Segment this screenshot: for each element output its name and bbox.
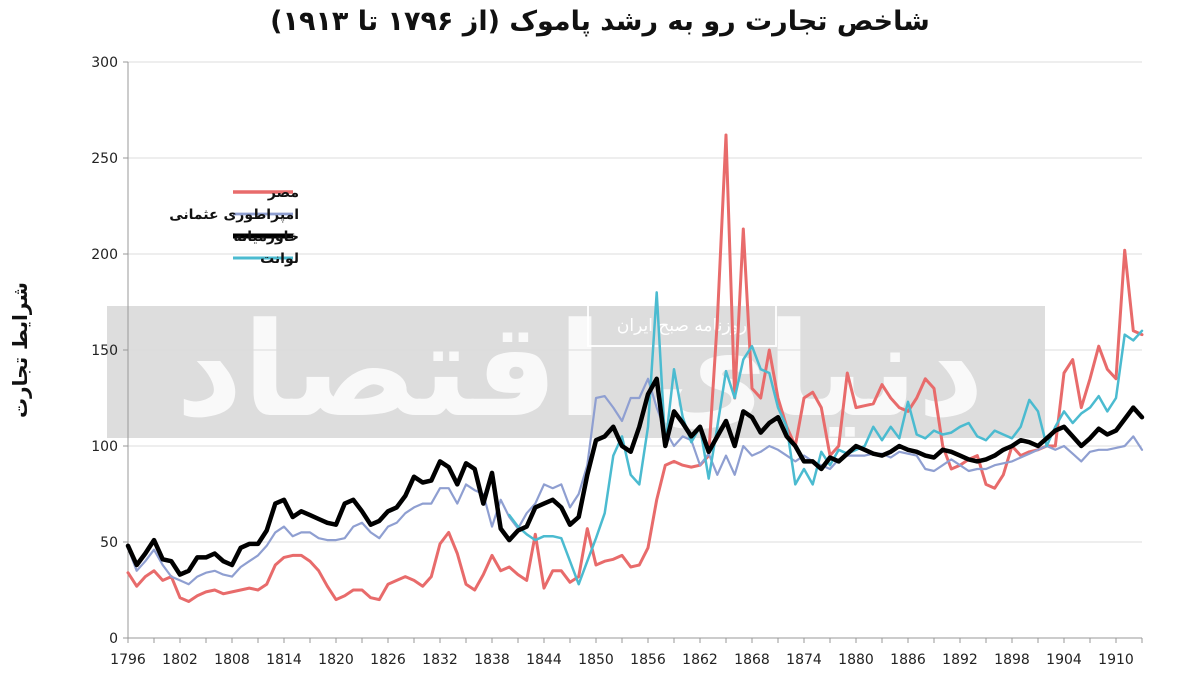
legend-label: خاورمیانه — [234, 229, 300, 245]
y-tick-label: 300 — [91, 55, 118, 71]
x-tick-label: 1892 — [942, 652, 978, 668]
x-tick-label: 1868 — [734, 652, 770, 668]
x-tick-label: 1808 — [214, 652, 250, 668]
x-tick-label: 1874 — [786, 652, 822, 668]
x-tick-label: 1838 — [474, 652, 510, 668]
watermark-sub-box — [587, 301, 777, 347]
legend-label: مصر — [267, 185, 299, 201]
y-tick-label: 100 — [91, 439, 118, 455]
series-line-3 — [125, 376, 1145, 577]
y-tick-label: 200 — [91, 247, 118, 263]
x-tick-label: 1814 — [266, 652, 302, 668]
x-tick-label: 1862 — [682, 652, 718, 668]
grid-lines — [128, 61, 1142, 543]
series-line-4 — [508, 291, 1144, 586]
x-tick-label: 1802 — [162, 652, 198, 668]
watermark-subtext: روزنامه صبح ایران — [617, 316, 747, 336]
y-tick-label: 250 — [91, 151, 118, 167]
legend-label: امپراطوری عثمانی — [169, 207, 299, 223]
x-tick-label: 1898 — [994, 652, 1030, 668]
x-tick-label: 1850 — [578, 652, 614, 668]
x-tick-label: 1820 — [318, 652, 354, 668]
y-tick-label: 150 — [91, 343, 118, 359]
legend: مصر امپراطوری عثمانی خاورمیانه لوانت — [169, 185, 299, 267]
x-tick-label: 1832 — [422, 652, 458, 668]
chart-title: شاخص تجارت رو به رشد پاموک (از ۱۷۹۶ تا ۱… — [270, 6, 930, 37]
x-tick-label: 1904 — [1046, 652, 1082, 668]
legend-label: لوانت — [260, 251, 299, 267]
x-tick-label: 1856 — [630, 652, 666, 668]
x-tick-label: 1796 — [110, 652, 146, 668]
series-layer — [125, 133, 1145, 603]
y-tick-label: 50 — [100, 535, 118, 551]
x-tick-label: 1886 — [890, 652, 926, 668]
x-tick-label: 1844 — [526, 652, 562, 668]
watermark-band — [107, 306, 1045, 438]
series-line-2 — [126, 377, 1144, 586]
watermark: دنیای اقتصاد روزنامه صبح ایران — [107, 294, 1045, 446]
y-tick-label: 0 — [109, 631, 118, 647]
x-tick-label: 1880 — [838, 652, 874, 668]
axes: 0 50 100 150 200 250 300 1796 1802 1808 1814 1820 18… — [91, 55, 1143, 668]
x-tick-label: 1910 — [1098, 652, 1134, 668]
watermark-text: دنیای اقتصاد — [176, 294, 984, 446]
x-tick-label: 1826 — [370, 652, 406, 668]
series-line-1 — [126, 133, 1144, 603]
